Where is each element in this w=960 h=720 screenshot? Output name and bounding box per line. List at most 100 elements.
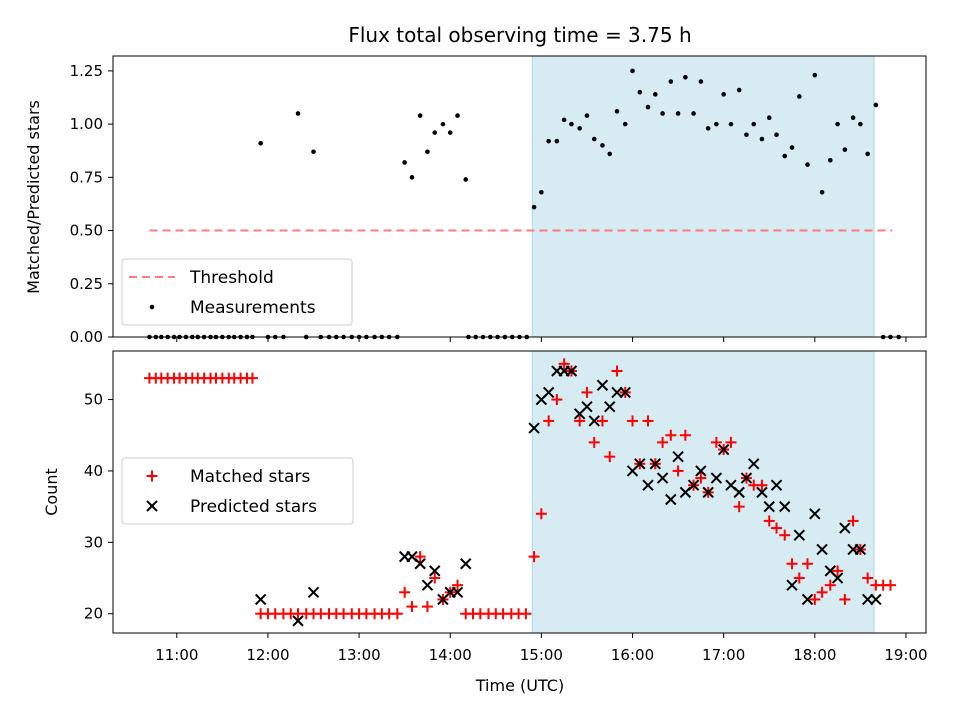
legend-predicted-swatch — [146, 500, 158, 512]
matched-star-point — [627, 415, 639, 427]
ratio-legend-box — [121, 258, 353, 326]
marker-stroke — [717, 443, 730, 456]
count-y-ticks: 20 30 40 50 — [84, 391, 113, 623]
measurement-point — [827, 158, 833, 163]
x-axis-label: Time (UTC) — [475, 676, 564, 695]
marker-stroke — [695, 465, 707, 477]
x-tick-label: 13:00 — [337, 646, 380, 664]
x-tick-label: 15:00 — [520, 646, 563, 664]
measurement-point — [744, 132, 749, 138]
matched-star-point — [884, 579, 896, 591]
matched-star-point — [832, 565, 844, 577]
ratio-y-axis-label: Matched/Predicted stars — [24, 100, 43, 294]
marker-stroke — [307, 586, 320, 599]
matched-star-point — [793, 572, 805, 584]
predicted-star-point — [861, 593, 874, 606]
marker-stroke — [414, 558, 426, 570]
marker-stroke — [581, 400, 593, 413]
measurement-point — [463, 177, 469, 182]
y-tick-label: 30 — [84, 533, 103, 551]
chart-title: Flux total observing time = 3.75 h — [348, 23, 691, 47]
marker-stroke — [460, 558, 472, 570]
matched-star-point — [771, 522, 783, 534]
matched-star-point — [802, 558, 814, 570]
predicted-star-point — [770, 479, 783, 491]
x-tick-label: 11:00 — [155, 646, 198, 664]
predicted-star-points — [254, 365, 882, 627]
matched-star-point — [429, 572, 441, 584]
predicted-star-point — [717, 443, 730, 456]
predicted-star-point — [429, 565, 441, 577]
matched-star-point — [535, 508, 547, 520]
marker-stroke — [870, 593, 882, 606]
marker-stroke — [854, 543, 867, 556]
marker-stroke — [588, 415, 600, 427]
predicted-star-point — [588, 415, 600, 427]
predicted-star-point — [460, 558, 472, 570]
predicted-star-point — [581, 400, 593, 413]
marker-stroke — [406, 550, 418, 563]
marker-stroke — [824, 565, 837, 577]
predicted-star-point — [604, 400, 616, 413]
measurement-point — [751, 121, 757, 127]
measurement-point — [258, 140, 263, 146]
measurement-point — [789, 145, 795, 150]
ratio-axes-frame — [112, 55, 927, 338]
matched-star-point — [786, 558, 798, 570]
measurement-point — [835, 121, 840, 127]
measurement-point — [782, 153, 788, 159]
predicted-star-point — [809, 508, 821, 520]
measurement-point — [584, 113, 590, 118]
matched-star-point — [665, 429, 677, 441]
measurement-point — [683, 74, 688, 80]
measurement-point — [402, 160, 407, 165]
predicted-star-point — [839, 522, 851, 534]
predicted-star-point — [254, 593, 267, 606]
measurement-point — [873, 102, 879, 108]
marker-stroke — [831, 572, 844, 584]
y-tick-label: 0.75 — [70, 168, 103, 186]
measurement-point — [311, 149, 316, 155]
marker-stroke — [656, 472, 669, 484]
x-tick-label: 16:00 — [611, 646, 654, 664]
matched-star-point — [421, 601, 433, 613]
y-tick-label: 0.25 — [70, 275, 103, 293]
measurement-point — [622, 121, 628, 127]
predicted-star-point — [649, 458, 662, 470]
measurement-point — [797, 94, 802, 99]
predicted-star-point — [665, 493, 677, 506]
marker-stroke — [421, 579, 434, 591]
marker-stroke — [816, 543, 828, 556]
matched-star-point — [604, 451, 616, 463]
matched-star-point — [679, 429, 691, 441]
measurement-point — [637, 89, 643, 95]
marker-stroke — [665, 493, 677, 506]
measurement-point — [705, 126, 711, 131]
marker-stroke — [672, 450, 684, 463]
matched-star-point — [756, 479, 768, 491]
marker-stroke — [565, 365, 578, 377]
measurement-point — [675, 111, 681, 116]
predicted-star-point — [565, 365, 578, 377]
ratio-legend: Threshold Measurements — [121, 258, 353, 326]
predicted-star-point — [292, 615, 304, 627]
matched-star-points — [143, 358, 896, 620]
y-tick-label: 1.00 — [70, 115, 103, 133]
matched-star-point — [611, 365, 623, 377]
legend-matched-swatch — [146, 470, 158, 482]
measurement-point — [660, 111, 665, 116]
marker-stroke — [748, 458, 760, 470]
matched-star-point — [391, 608, 403, 620]
marker-stroke — [793, 529, 806, 541]
matched-star-point — [816, 586, 828, 598]
measurement-point — [607, 151, 613, 157]
count-legend-box — [121, 457, 354, 525]
measurement-point — [759, 136, 765, 142]
measurement-point — [842, 147, 848, 152]
measurement-point — [455, 113, 460, 118]
measurement-point — [554, 138, 560, 144]
measurement-point — [721, 92, 726, 97]
marker-stroke — [740, 472, 753, 484]
measurement-point — [668, 79, 674, 84]
